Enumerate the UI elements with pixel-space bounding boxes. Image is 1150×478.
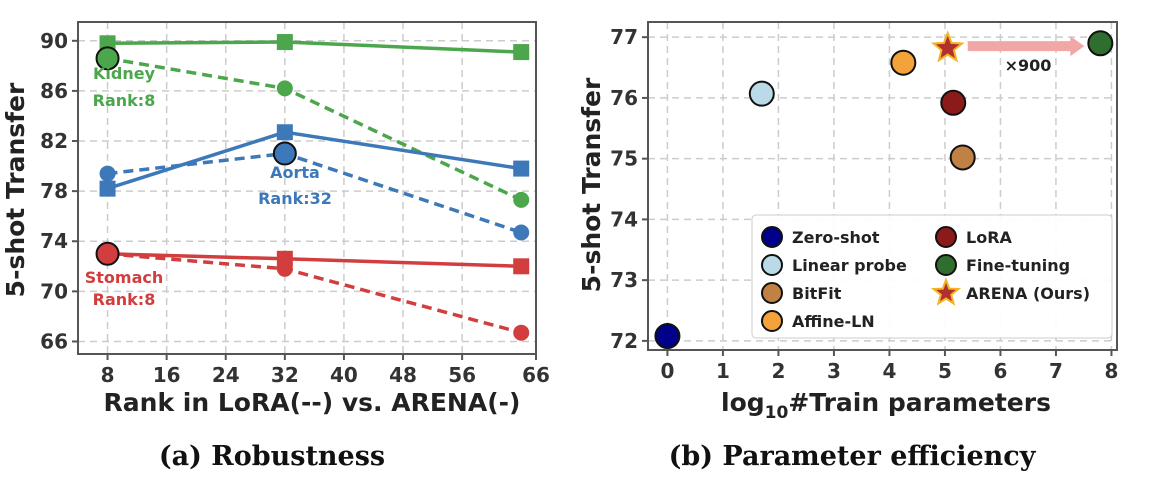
robustness-chart: 8 16 24 32 40 48 56 66 66 70 74 78 82 86 90 Kidney Ran… <box>1 21 550 472</box>
y-tick-label: 74 <box>40 229 68 253</box>
robustness-tick-labels: 8 16 24 32 40 48 56 66 66 70 74 78 82 86 90 <box>40 29 550 387</box>
efficiency-x-axis-label: log10#Train parameters <box>721 388 1051 423</box>
legend-marker <box>930 277 962 306</box>
arrow-label: ×900 <box>1005 56 1052 75</box>
legend-label: Affine-LN <box>792 312 875 331</box>
y-tick-label: 90 <box>40 29 68 53</box>
y-tick-label: 70 <box>40 279 68 303</box>
y-tick-label: 72 <box>610 329 638 353</box>
parameter-efficiency-chart: 0 1 2 3 4 5 6 7 8 72 73 74 75 76 77 ×900 Zero-shot Line… <box>577 21 1118 472</box>
x-tick-label: 2 <box>771 359 785 383</box>
x-tick-label: 16 <box>153 363 181 387</box>
data-point-zero-shot <box>654 323 681 350</box>
legend-marker <box>935 226 957 248</box>
data-point-square <box>513 160 530 177</box>
robustness-lines <box>106 40 522 335</box>
efficiency-arrow <box>967 36 1085 57</box>
y-tick-label: 76 <box>610 86 638 110</box>
x-tick-label: 56 <box>448 363 476 387</box>
efficiency-y-axis-label: 5-shot Transfer <box>577 77 606 292</box>
annotation-aorta-name: Aorta <box>270 163 320 182</box>
robustness-y-axis-label: 5-shot Transfer <box>1 82 30 297</box>
data-point-affine-ln <box>890 49 917 76</box>
arrow-head <box>1070 36 1085 57</box>
legend-label: ARENA (Ours) <box>966 284 1090 303</box>
y-tick-label: 77 <box>610 25 638 49</box>
y-tick-label: 66 <box>40 329 68 353</box>
x-tick-label: 8 <box>1104 359 1118 383</box>
series-line-kidney-arena <box>107 40 522 54</box>
x-tick-label: 0 <box>660 359 674 383</box>
highlight-point <box>95 46 120 71</box>
data-point-circle <box>513 324 530 341</box>
data-point-square <box>99 180 116 197</box>
annotation-aorta-rank: Rank:32 <box>258 189 332 208</box>
efficiency-tick-labels: 0 1 2 3 4 5 6 7 8 72 73 74 75 76 77 <box>610 25 1118 383</box>
data-point-circle <box>276 260 293 277</box>
data-point-circle <box>99 165 116 182</box>
data-point-bitfit <box>949 144 976 171</box>
x-tick-label: 40 <box>330 363 358 387</box>
x-tick-label: 3 <box>827 359 841 383</box>
x-tick-label: 8 <box>101 363 115 387</box>
efficiency-caption: (b) Parameter efficiency <box>669 441 1037 472</box>
annotation-stomach-name: Stomach <box>85 268 164 287</box>
robustness-markers <box>95 34 530 341</box>
x-tick-label: 7 <box>1049 359 1063 383</box>
x-tick-label: 66 <box>522 363 550 387</box>
legend-marker <box>761 282 783 304</box>
legend-label: Fine-tuning <box>966 256 1070 275</box>
series-line-stomach-arena <box>107 252 522 269</box>
legend-label: Zero-shot <box>792 228 880 247</box>
efficiency-frame <box>647 21 1118 351</box>
legend-marker <box>761 310 783 332</box>
annotation-kidney-rank: Rank:8 <box>93 91 156 110</box>
x-tick-label: 48 <box>389 363 417 387</box>
x-tick-label: 6 <box>993 359 1007 383</box>
y-tick-label: 82 <box>40 129 68 153</box>
legend-marker <box>761 226 783 248</box>
x-tick-label: 4 <box>882 359 896 383</box>
robustness-frame <box>77 21 537 355</box>
data-point-circle <box>276 80 293 97</box>
data-point-linear-probe <box>748 80 775 107</box>
data-point-lora <box>940 89 967 116</box>
x-label-log: log <box>721 388 765 417</box>
y-tick-label: 74 <box>610 207 638 231</box>
legend-marker <box>935 254 957 276</box>
x-tick-label: 24 <box>212 363 240 387</box>
annotation-kidney-name: Kidney <box>93 64 156 83</box>
legend-label: Linear probe <box>792 256 907 275</box>
legend-box <box>751 214 1113 339</box>
data-point-square <box>513 258 530 275</box>
data-point-square <box>513 44 530 61</box>
y-tick-label: 78 <box>40 179 68 203</box>
data-point-square <box>276 34 293 51</box>
data-point-square <box>276 124 293 141</box>
y-tick-label: 73 <box>610 268 638 292</box>
highlight-point <box>95 241 120 266</box>
efficiency-points <box>654 30 1114 350</box>
robustness-caption: (a) Robustness <box>159 441 385 472</box>
efficiency-legend: Zero-shot Linear probe BitFit Affine-LN LoRA… <box>751 214 1113 339</box>
x-label-subscript: 10 <box>765 403 789 423</box>
x-tick-label: 32 <box>271 363 299 387</box>
data-point-arena-star <box>930 30 965 63</box>
legend-label: LoRA <box>966 228 1013 247</box>
x-label-rest: #Train parameters <box>788 388 1051 417</box>
highlight-point <box>272 141 297 166</box>
data-point-circle <box>513 224 530 241</box>
annotation-stomach-rank: Rank:8 <box>93 290 156 309</box>
legend-marker <box>761 254 783 276</box>
x-tick-label: 1 <box>716 359 730 383</box>
y-tick-label: 75 <box>610 147 638 171</box>
y-tick-label: 86 <box>40 79 68 103</box>
data-point-circle <box>513 191 530 208</box>
robustness-x-axis-label: Rank in LoRA(--) vs. ARENA(-) <box>104 388 521 417</box>
legend-label: BitFit <box>792 284 842 303</box>
x-tick-label: 5 <box>938 359 952 383</box>
data-point-fine-tuning <box>1087 30 1114 57</box>
